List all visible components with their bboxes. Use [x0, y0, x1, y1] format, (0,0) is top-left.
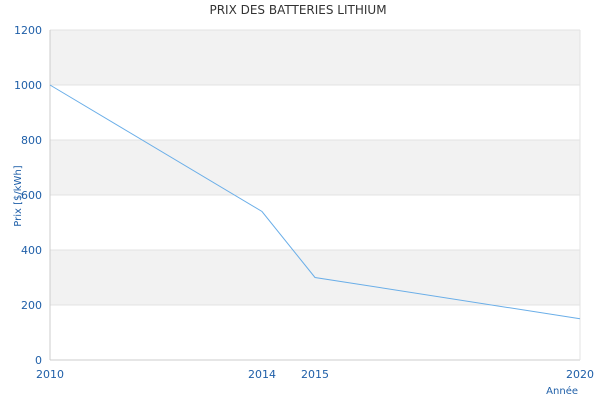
plot-background-bands: [50, 30, 580, 360]
x-tick-label: 2015: [301, 368, 329, 381]
x-axis-label: Année: [546, 385, 578, 397]
y-tick-label: 600: [21, 189, 42, 202]
plot-band: [50, 305, 580, 360]
data-point: [579, 317, 582, 320]
plot-band: [50, 195, 580, 250]
y-tick-label: 0: [35, 354, 42, 367]
x-tick-label: 2020: [566, 368, 594, 381]
x-tick-label: 2014: [248, 368, 276, 381]
plot-band: [50, 140, 580, 195]
y-tick-label: 800: [21, 134, 42, 147]
plot-band: [50, 85, 580, 140]
data-point: [314, 276, 317, 279]
chart-title: PRIX DES BATTERIES LITHIUM: [209, 3, 386, 17]
plot-band: [50, 30, 580, 85]
data-point: [261, 210, 264, 213]
data-series: [49, 84, 582, 320]
y-tick-label: 1200: [14, 24, 42, 37]
y-tick-label: 400: [21, 244, 42, 257]
y-tick-label: 200: [21, 299, 42, 312]
y-axis-label: Prix [$/kWh]: [13, 165, 24, 226]
series-line: [49, 84, 581, 320]
data-point: [49, 84, 52, 87]
tick-labels: 0 200 400 600 800 1000 1200 2010 2014 2015 2020: [14, 24, 594, 381]
y-tick-label: 1000: [14, 79, 42, 92]
x-tick-label: 2010: [36, 368, 64, 381]
